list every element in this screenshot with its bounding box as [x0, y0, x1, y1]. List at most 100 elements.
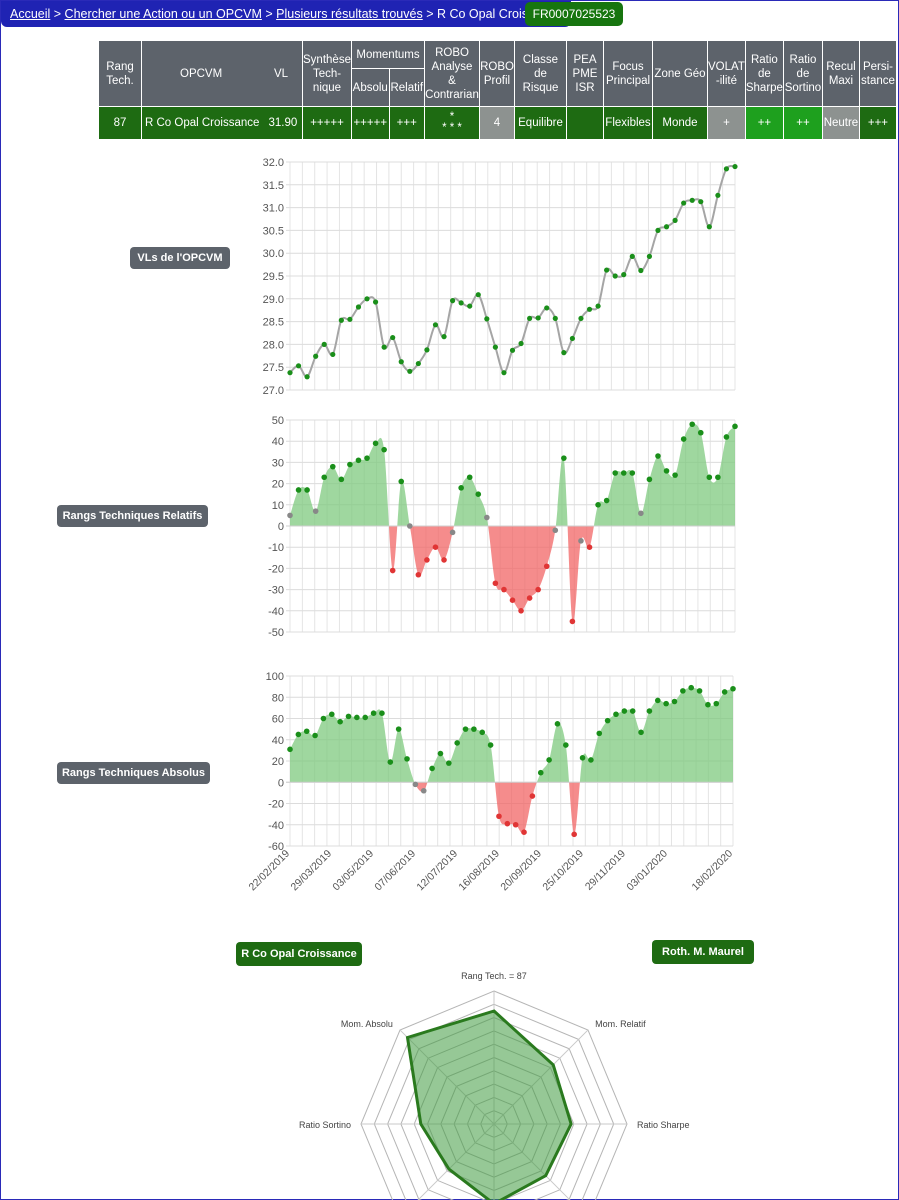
- y-tick-label: -30: [268, 585, 284, 597]
- relatif-area-chart: 50 40 30 20 10 0 -10 -20 -30 -40 -50: [268, 415, 738, 639]
- y-tick-label: 30.5: [263, 225, 284, 237]
- x-tick-label: 22/02/2019: [246, 848, 292, 894]
- data-point: [526, 595, 533, 601]
- data-point: [504, 820, 511, 827]
- y-tick-label: 0: [278, 521, 284, 533]
- x-tick-label: 18/02/2020: [689, 848, 735, 894]
- data-point: [680, 436, 687, 442]
- data-point: [509, 597, 516, 603]
- vl-point: [706, 224, 712, 230]
- positive-area: [290, 423, 735, 526]
- y-tick-label: 20: [272, 479, 284, 491]
- vl-point: [390, 334, 396, 341]
- x-tick-label: 29/03/2019: [288, 848, 334, 894]
- cell-vl: 31.90: [263, 106, 303, 140]
- data-point: [569, 618, 576, 625]
- negative-area: [290, 526, 735, 623]
- vl-point: [612, 273, 618, 279]
- y-tick-label: -10: [268, 542, 284, 554]
- y-tick-label: 31.5: [263, 180, 284, 192]
- vl-point: [407, 368, 413, 374]
- data-point: [492, 580, 499, 587]
- data-point: [471, 726, 477, 732]
- data-point: [654, 697, 661, 704]
- vl-point: [698, 199, 704, 205]
- vl-point: [723, 166, 730, 172]
- vl-point: [655, 227, 661, 233]
- breadcrumb-results-link[interactable]: Plusieurs résultats trouvés: [276, 7, 423, 21]
- y-tick-label: -20: [268, 563, 284, 575]
- x-tick-label: 03/05/2019: [330, 848, 376, 894]
- data-point: [337, 718, 343, 725]
- data-point: [354, 714, 360, 721]
- breadcrumb-home-link[interactable]: Accueil: [10, 7, 51, 21]
- table-row[interactable]: 87 R Co Opal Croissance 31.90 +++++ ++++…: [98, 106, 897, 140]
- y-tick-label: 29.0: [263, 294, 284, 306]
- vl-point: [355, 304, 362, 310]
- data-point: [429, 765, 435, 772]
- breadcrumb-separator: >: [50, 7, 65, 21]
- data-point: [320, 715, 327, 722]
- y-tick-label: -20: [268, 799, 284, 811]
- radar-axis-label: Mom. Relatif: [595, 1019, 646, 1029]
- data-point: [705, 701, 711, 708]
- cell-opcvm[interactable]: R Co Opal Croissance: [140, 106, 264, 140]
- data-point: [537, 769, 544, 776]
- data-point: [723, 434, 730, 440]
- data-point: [381, 446, 387, 453]
- breadcrumb: Accueil > Chercher une Action ou un OPCV…: [1, 1, 572, 27]
- vl-point: [441, 334, 447, 340]
- manager-name-label: Roth. M. Maurel: [652, 940, 754, 964]
- x-tick-label: 29/11/2019: [583, 848, 628, 893]
- data-point: [407, 523, 413, 529]
- header-pea: PEA PME ISR: [566, 40, 604, 107]
- data-point: [689, 421, 696, 428]
- y-tick-label: 27.5: [263, 362, 284, 374]
- header-absolu: Absolu: [351, 68, 390, 107]
- data-point: [543, 563, 550, 570]
- data-point: [338, 476, 345, 483]
- data-point: [612, 470, 618, 476]
- cell-sortino: ++: [782, 106, 823, 140]
- vl-point: [492, 344, 498, 350]
- radar-grid-ring: [387, 1017, 601, 1200]
- y-tick-label: 27.0: [263, 385, 284, 397]
- vl-point: [672, 217, 678, 223]
- data-point: [521, 829, 527, 835]
- data-point: [621, 708, 628, 714]
- y-tick-label: 29.5: [263, 271, 284, 283]
- vl-point: [313, 353, 319, 359]
- data-point: [680, 688, 686, 694]
- radar-axis-label: Ratio Sharpe: [637, 1120, 690, 1130]
- vl-point: [501, 370, 507, 376]
- data-point: [603, 497, 610, 504]
- vl-point: [432, 322, 439, 328]
- header-persistance: Persi-stance: [858, 40, 897, 107]
- data-point: [561, 455, 567, 461]
- data-point: [395, 726, 402, 732]
- data-point: [563, 742, 569, 748]
- data-point: [730, 685, 736, 692]
- breadcrumb-search-link[interactable]: Chercher une Action ou un OPCVM: [64, 7, 262, 21]
- header-opcvm: OPCVM VL: [141, 40, 303, 107]
- header-momentums: Momentums: [351, 40, 425, 69]
- y-tick-label: 60: [272, 714, 284, 726]
- data-point: [487, 742, 494, 748]
- vl-point: [732, 163, 738, 170]
- negative-area: [290, 782, 733, 835]
- header-sortino: Ratio de Sortino: [782, 40, 823, 107]
- y-tick-label: -60: [268, 841, 284, 853]
- header-synthese: Synthèse Tech-nique: [302, 40, 352, 107]
- x-tick-label: 16/08/2019: [456, 848, 502, 894]
- cell-volat: +: [707, 106, 746, 140]
- vl-point: [518, 340, 524, 347]
- data-point: [638, 729, 644, 736]
- vl-point: [484, 316, 490, 322]
- data-point: [706, 474, 713, 481]
- cell-robo: * * * *: [424, 106, 480, 140]
- cell-pea: [566, 106, 604, 140]
- data-point: [329, 463, 336, 470]
- isin-badge[interactable]: FR0007025523: [525, 2, 623, 26]
- y-tick-label: 30: [272, 457, 284, 469]
- data-point: [432, 544, 439, 550]
